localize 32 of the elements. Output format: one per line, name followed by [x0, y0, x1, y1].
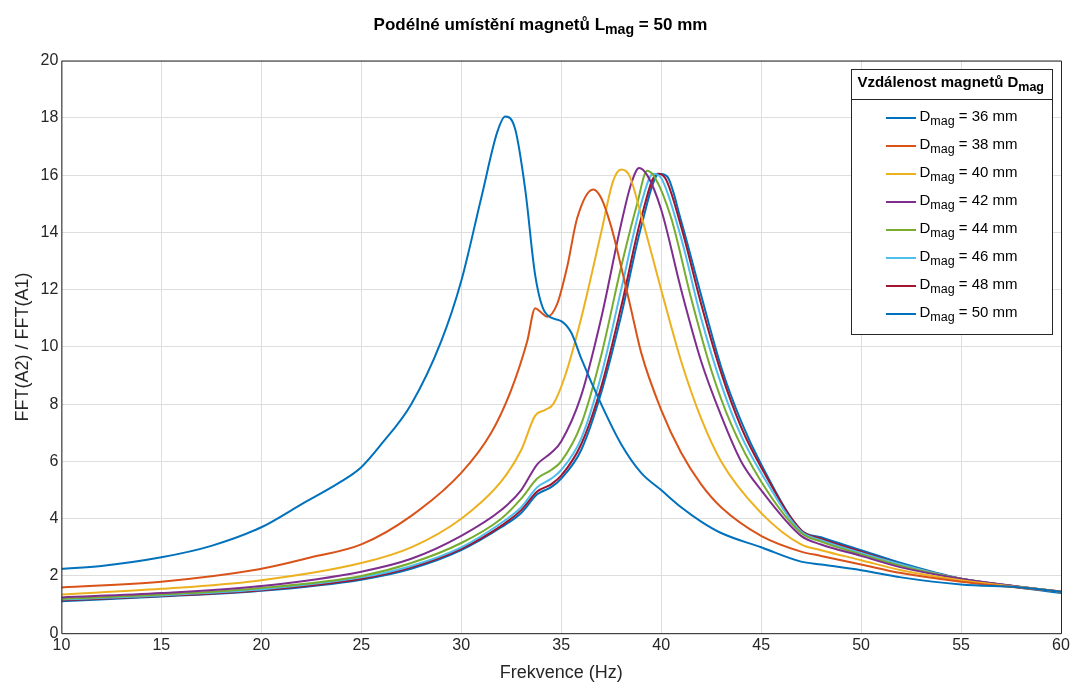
x-tick-label: 40: [652, 636, 671, 654]
x-tick-label: 25: [352, 636, 371, 654]
y-tick-label: 18: [40, 108, 59, 126]
legend-title: Vzdálenost magnetů D$_{mag}$: [852, 69, 1052, 100]
y-axis-title: FFT(A2) / FFT(A1): [11, 272, 32, 422]
x-tick-label: 50: [852, 636, 871, 654]
x-tick-label: 30: [452, 636, 471, 654]
chart-title: Podélné umístění magnetů L$_{mag}$ = 50 mm: [372, 14, 709, 40]
legend-label: D$_{mag}$ = 40 mm: [919, 163, 1018, 185]
x-tick-label: 15: [152, 636, 171, 654]
legend-label: D$_{mag}$ = 46 mm: [919, 247, 1018, 269]
legend-label: D$_{mag}$ = 36 mm: [919, 107, 1018, 129]
x-tick-label: 45: [752, 636, 771, 654]
x-axis-title: Frekvence (Hz): [499, 662, 623, 683]
legend-label: D$_{mag}$ = 44 mm: [919, 219, 1018, 241]
y-tick-label: 2: [49, 566, 59, 584]
legend-label: D$_{mag}$ = 42 mm: [919, 191, 1018, 213]
x-tick-label: 20: [252, 636, 271, 654]
legend-label: D$_{mag}$ = 38 mm: [919, 135, 1018, 157]
x-tick-label: 60: [1052, 636, 1070, 654]
y-tick-label: 10: [40, 337, 59, 355]
y-tick-label: 12: [40, 280, 59, 298]
y-tick-label: 6: [49, 451, 59, 469]
y-tick-label: 16: [40, 165, 59, 183]
y-tick-label: 14: [40, 222, 59, 240]
y-tick-label: 4: [49, 509, 59, 527]
x-tick-label: 35: [552, 636, 571, 654]
legend-label: D$_{mag}$ = 50 mm: [919, 303, 1018, 325]
y-tick-label: 20: [40, 51, 59, 69]
x-tick-label: 55: [952, 636, 971, 654]
y-tick-label: 8: [49, 394, 59, 412]
legend-label: D$_{mag}$ = 48 mm: [919, 275, 1018, 297]
